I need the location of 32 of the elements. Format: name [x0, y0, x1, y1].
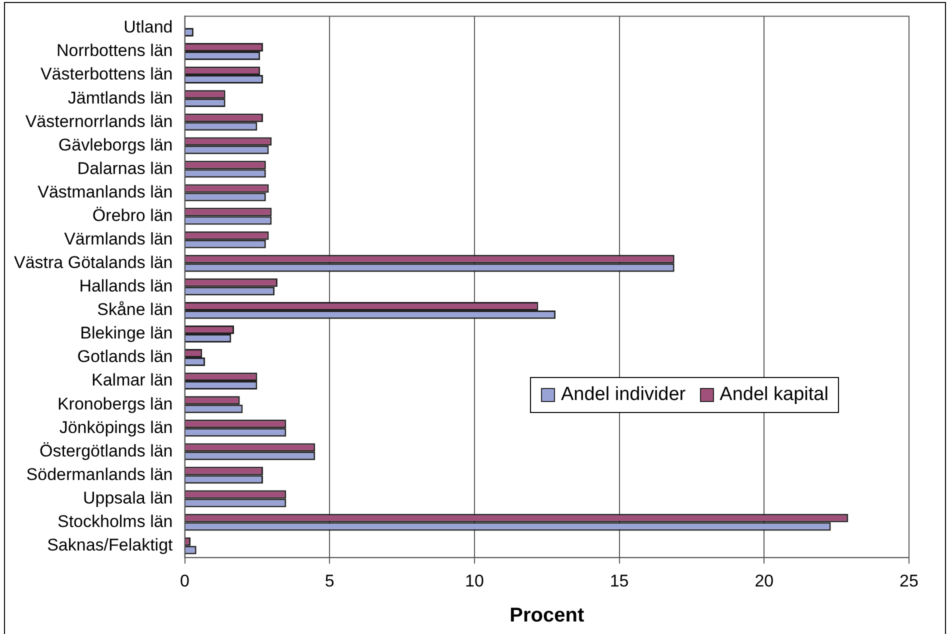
- y-tick-label: Kronobergs län: [57, 394, 173, 414]
- y-tick-label: Jönköpings län: [59, 418, 173, 437]
- y-tick-label: Värmlands län: [64, 230, 173, 249]
- y-tick-label: Gävleborgs län: [58, 135, 173, 154]
- x-tick-label: 0: [180, 571, 190, 590]
- y-tick-label: Västerbottens län: [40, 64, 173, 84]
- y-tick-label: Kalmar län: [91, 370, 173, 390]
- y-tick-label: Utland: [124, 18, 173, 37]
- y-tick-label: Västernorrlands län: [25, 112, 173, 131]
- y-tick-label: Västmanlands län: [38, 182, 173, 202]
- legend-label: Andel individer: [560, 384, 686, 406]
- y-tick-label: Uppsala län: [82, 488, 173, 508]
- legend-label: Andel kapital: [718, 384, 828, 406]
- x-tick-label: 5: [324, 571, 334, 590]
- y-tick-label: Stockholms län: [57, 512, 173, 531]
- y-tick-label: Södermanlands län: [26, 464, 173, 484]
- y-tick-label: Gotlands län: [77, 347, 173, 366]
- x-tick-label: 25: [900, 571, 918, 590]
- y-tick-label: Östergötlands län: [40, 441, 173, 460]
- y-tick-label: Västra Götalands län: [14, 253, 173, 272]
- y-tick-label: Örebro län: [92, 206, 173, 225]
- y-tick-label: Norrbottens län: [56, 41, 173, 60]
- x-axis-title: Procent: [510, 604, 584, 627]
- y-tick-label: Jämtlands län: [68, 88, 173, 108]
- x-tick-label: 20: [754, 571, 774, 590]
- x-tick-label: 15: [610, 571, 629, 590]
- y-tick-label: Hallands län: [79, 276, 173, 296]
- y-tick-label: Skåne län: [97, 300, 173, 320]
- y-tick-label: Dalarnas län: [77, 158, 173, 178]
- x-tick-label: 10: [464, 571, 484, 590]
- y-tick-label: Blekinge län: [80, 324, 173, 343]
- y-tick-label: Saknas/Felaktigt: [47, 536, 174, 555]
